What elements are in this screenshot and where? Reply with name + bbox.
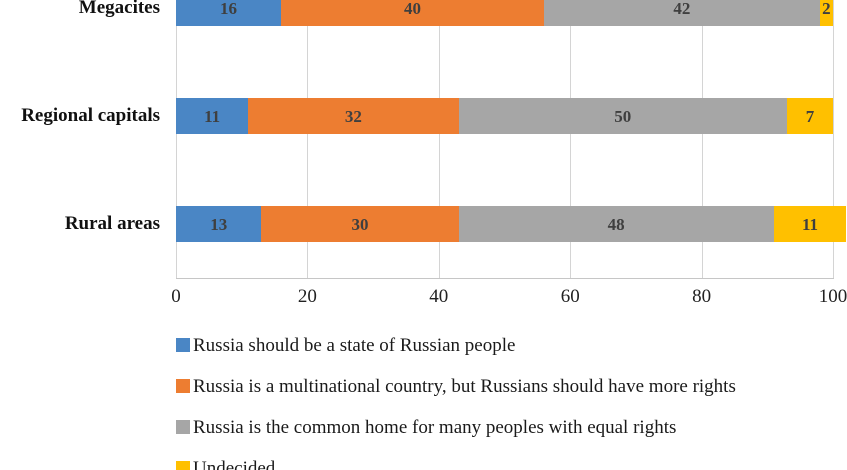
bar-value-label: 32 <box>344 106 362 126</box>
bar-segment: 11 <box>176 98 249 134</box>
x-tick-label: 40 <box>429 286 449 307</box>
legend-item: Undecided <box>176 457 736 470</box>
x-tick-label: 20 <box>297 286 317 307</box>
bar-value-label: 40 <box>404 0 421 18</box>
bar-value-label: 30 <box>351 214 369 234</box>
bar-value-label: 16 <box>220 0 238 18</box>
gridline <box>438 0 440 278</box>
bar-value-label: 2 <box>822 0 831 18</box>
plot-area: 16 40 42 2 11 32 50 7 13 30 48 11 <box>176 0 847 278</box>
bar-value-label: 48 <box>607 214 625 234</box>
bar-segment: 40 <box>281 0 544 26</box>
bar-value-label: 50 <box>614 106 632 126</box>
bar-row: 11 32 50 7 <box>176 98 833 134</box>
bar-segment: 16 <box>176 0 282 26</box>
category-label: Rural areas <box>64 213 160 234</box>
bar-row: 13 30 48 11 <box>176 206 847 242</box>
bar-segment: 48 <box>458 206 774 242</box>
bar-value-label: 7 <box>805 106 815 126</box>
gridline <box>570 0 572 278</box>
legend-marker-icon <box>176 379 190 393</box>
bar-segment: 32 <box>248 98 459 134</box>
x-tick-label: 100 <box>818 286 847 307</box>
category-label: Regional capitals <box>21 105 160 126</box>
x-axis-line <box>176 278 834 279</box>
bar-segment: 50 <box>458 98 787 134</box>
category-label: Megacites <box>78 0 160 18</box>
legend-label: Undecided <box>193 457 276 470</box>
legend-label: Russia is a multinational country, but R… <box>193 375 736 397</box>
bar-value-label: 42 <box>673 0 691 18</box>
bar-value-label: 11 <box>801 214 819 234</box>
bar-value-label: 13 <box>210 214 228 234</box>
gridline <box>176 0 177 278</box>
legend-item: Russia should be a state of Russian peop… <box>176 334 736 356</box>
bar-value-label: 11 <box>204 106 221 126</box>
x-tick-label: 0 <box>171 286 181 307</box>
legend-item: Russia is the common home for many peopl… <box>176 416 736 438</box>
x-tick-label: 60 <box>560 286 580 307</box>
bar-segment: 2 <box>819 0 833 26</box>
bar-segment: 30 <box>261 206 459 242</box>
bar-segment: 13 <box>176 206 262 242</box>
gridline <box>307 0 309 278</box>
bar-segment: 11 <box>773 206 847 242</box>
legend-marker-icon <box>176 338 190 352</box>
x-tick-label: 80 <box>692 286 712 307</box>
bar-segment: 7 <box>787 98 833 134</box>
legend-item: Russia is a multinational country, but R… <box>176 375 736 397</box>
gridline <box>833 0 834 278</box>
legend-label: Russia is the common home for many peopl… <box>193 416 677 438</box>
bar-segment: 42 <box>543 0 820 26</box>
legend-label: Russia should be a state of Russian peop… <box>193 334 516 356</box>
legend-marker-icon <box>176 420 190 434</box>
legend: Russia should be a state of Russian peop… <box>176 334 736 470</box>
category-axis: Megacites Regional capitals Rural areas <box>0 0 168 278</box>
gridline <box>701 0 703 278</box>
bar-row: 16 40 42 2 <box>176 0 833 26</box>
legend-marker-icon <box>176 461 190 470</box>
